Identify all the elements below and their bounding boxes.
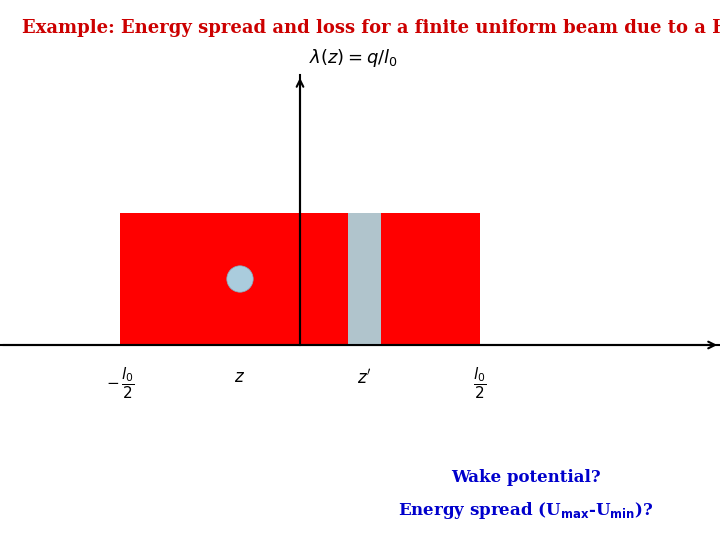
Bar (348, 213, 381, 345)
Text: Example: Energy spread and loss for a finite uniform beam due to a HOM: Example: Energy spread and loss for a fi… (22, 19, 720, 37)
Bar (120, 213, 480, 345)
Ellipse shape (227, 266, 253, 292)
Text: $\dfrac{l_0}{2}$: $\dfrac{l_0}{2}$ (473, 366, 487, 401)
Text: Energy spread (U$_{\mathbf{max}}$-U$_{\mathbf{min}}$)?: Energy spread (U$_{\mathbf{max}}$-U$_{\m… (398, 500, 653, 521)
Text: $z'$: $z'$ (357, 369, 372, 388)
Text: $-\,\dfrac{l_0}{2}$: $-\,\dfrac{l_0}{2}$ (106, 366, 135, 401)
Text: $\lambda(z){=}q/l_0$: $\lambda(z){=}q/l_0$ (309, 47, 397, 69)
Text: $z$: $z$ (235, 369, 246, 386)
Text: Wake potential?: Wake potential? (451, 469, 600, 487)
